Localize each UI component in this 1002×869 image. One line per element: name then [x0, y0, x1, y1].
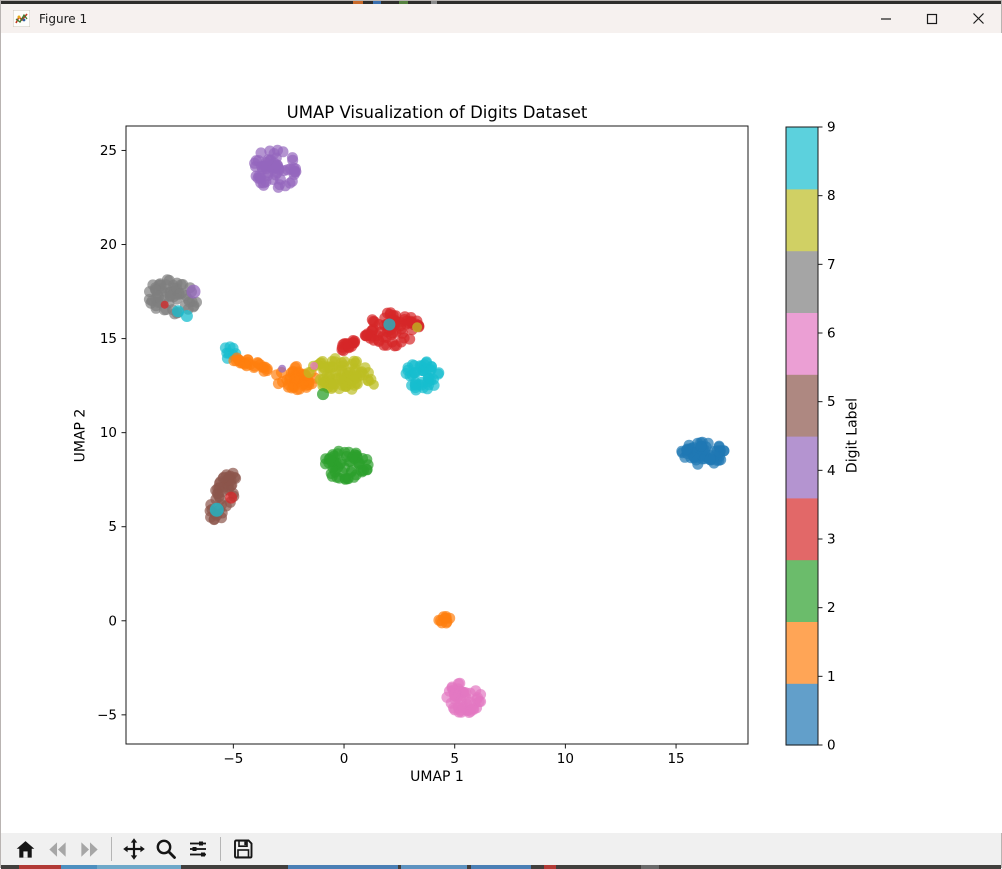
save-icon	[234, 839, 253, 859]
outlier-digit-2	[317, 388, 329, 401]
forward-button[interactable]	[74, 835, 104, 863]
window-title: Figure 1	[39, 11, 88, 26]
y-axis-label: UMAP 2	[72, 408, 89, 463]
outlier-digit-3	[225, 491, 238, 504]
x-axis-label: UMAP 1	[410, 769, 464, 785]
cluster-digit-1	[433, 611, 456, 629]
outlier-digit-9	[209, 502, 224, 517]
back-arrow-icon	[48, 841, 66, 857]
cluster-digit-8	[303, 353, 377, 395]
colorbar-segment-0	[786, 683, 818, 746]
colorbar-segment-7	[786, 250, 818, 313]
cluster-digit-3	[336, 335, 361, 357]
back-button[interactable]	[42, 835, 72, 863]
toolbar-separator	[220, 837, 221, 861]
colorbar-segment-6	[786, 312, 818, 375]
home-button[interactable]	[10, 835, 40, 863]
pan-button[interactable]	[119, 835, 149, 863]
magnifier-icon	[156, 839, 176, 859]
colorbar-tick-label: 6	[827, 326, 836, 342]
colorbar-tick-label: 9	[827, 120, 836, 136]
outlier-digit-9	[172, 305, 184, 318]
y-tick-label: 15	[100, 331, 117, 347]
toolbar-separator	[111, 837, 112, 861]
colorbar-tick-label: 0	[827, 738, 836, 754]
colorbar-label: Digit Label	[844, 397, 861, 474]
colorbar-segment-4	[786, 436, 818, 499]
x-tick-label: 10	[557, 751, 574, 767]
colorbar-frame	[785, 126, 819, 746]
y-tick-label: 0	[108, 613, 117, 629]
x-tick-label: −5	[223, 751, 243, 767]
colorbar-segment-3	[786, 497, 818, 561]
colorbar-segment-9	[786, 127, 818, 190]
outlier-digit-9	[383, 318, 396, 331]
cluster-digit-1	[228, 352, 273, 377]
pan-icon	[123, 838, 145, 860]
cluster-digit-9	[400, 356, 445, 396]
cluster-digit-1	[271, 361, 321, 396]
axes-frame	[125, 125, 749, 745]
colorbar-tick-label: 7	[827, 257, 836, 273]
y-tick-label: −5	[97, 707, 117, 723]
colorbar-tick-label: 8	[827, 188, 836, 204]
forward-arrow-icon	[80, 841, 98, 857]
plot-canvas[interactable]: −5 0 5 10 15 −5 0 5 10 15 20 25 0 1 2 3 4 5 6 7 8 9	[1, 33, 1002, 833]
screen-edge-sliver	[1, 1, 1001, 4]
chart-title: UMAP Visualization of Digits Dataset	[286, 103, 588, 122]
colorbar-segment-8	[786, 188, 818, 252]
cluster-digit-0	[676, 436, 730, 470]
outlier-digit-6	[310, 361, 319, 370]
sliders-icon	[190, 841, 206, 857]
outlier-digit-4	[278, 364, 287, 373]
y-tick-label: 5	[108, 519, 117, 535]
outlier-digit-4	[186, 284, 201, 299]
colorbar-tick-label: 2	[827, 600, 836, 616]
x-tick-label: 0	[340, 751, 349, 767]
y-tick-label: 10	[100, 425, 117, 441]
x-tick-label: 15	[667, 751, 684, 767]
figure-canvas[interactable]: −5 0 5 10 15 −5 0 5 10 15 20 25 0 1 2 3 4 5 6 7 8 9 UMAP Visu…	[1, 33, 1002, 833]
outlier-digit-8	[368, 379, 379, 390]
y-tick-label: 20	[100, 237, 117, 253]
close-button[interactable]	[955, 4, 1001, 33]
outlier-digit-9	[180, 310, 193, 322]
colorbar-segment-5	[786, 374, 818, 437]
outlier-digit-3	[160, 300, 169, 309]
nav-toolbar	[1, 833, 1001, 865]
zoom-button[interactable]	[151, 835, 181, 863]
colorbar-segment-2	[786, 559, 818, 622]
maximize-button[interactable]	[909, 4, 955, 33]
configure-subplots-button[interactable]	[183, 835, 213, 863]
cluster-digit-4	[249, 144, 302, 193]
colorbar-tick-label: 5	[827, 394, 836, 410]
x-tick-label: 5	[450, 751, 459, 767]
colorbar-tick-label: 3	[827, 532, 836, 548]
outlier-digit-8	[412, 322, 423, 333]
home-icon	[16, 840, 34, 858]
cluster-digit-6	[441, 677, 487, 718]
cluster-digit-2	[320, 445, 374, 485]
save-button[interactable]	[228, 835, 258, 863]
cluster-digit-9	[219, 341, 242, 364]
colorbar-tick-label: 1	[827, 669, 836, 685]
y-tick-label: 25	[100, 143, 117, 159]
colorbar-segment-1	[786, 621, 818, 684]
background-window-sliver	[1, 865, 1001, 869]
matplotlib-icon	[13, 10, 30, 27]
minimize-button[interactable]	[863, 4, 909, 33]
titlebar[interactable]: Figure 1	[1, 4, 1001, 33]
colorbar-tick-label: 4	[827, 463, 836, 479]
